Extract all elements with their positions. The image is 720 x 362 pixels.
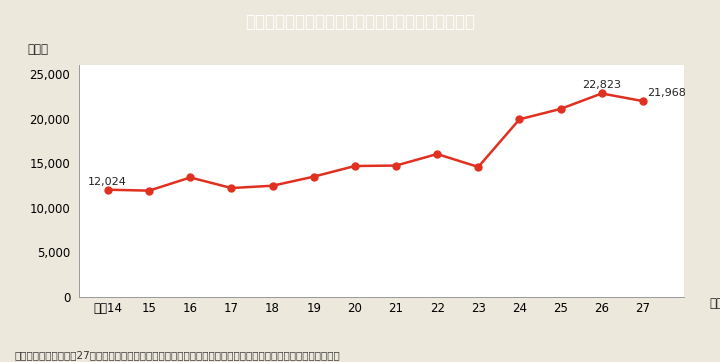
Text: Ｉ－５－６図　ストーカー事案の相談等件数の推移: Ｉ－５－６図 ストーカー事案の相談等件数の推移 [245,13,475,31]
Text: 21,968: 21,968 [647,88,686,98]
Text: （年）: （年） [709,297,720,310]
Text: 22,823: 22,823 [582,80,621,90]
Text: 12,024: 12,024 [87,177,126,186]
Text: （件）: （件） [28,43,49,56]
Text: （備考）警察庁「平成27年におけるストーカー事案及び配偶者からの暴力事案等の対応状況について」より作成。: （備考）警察庁「平成27年におけるストーカー事案及び配偶者からの暴力事案等の対応… [14,350,340,360]
